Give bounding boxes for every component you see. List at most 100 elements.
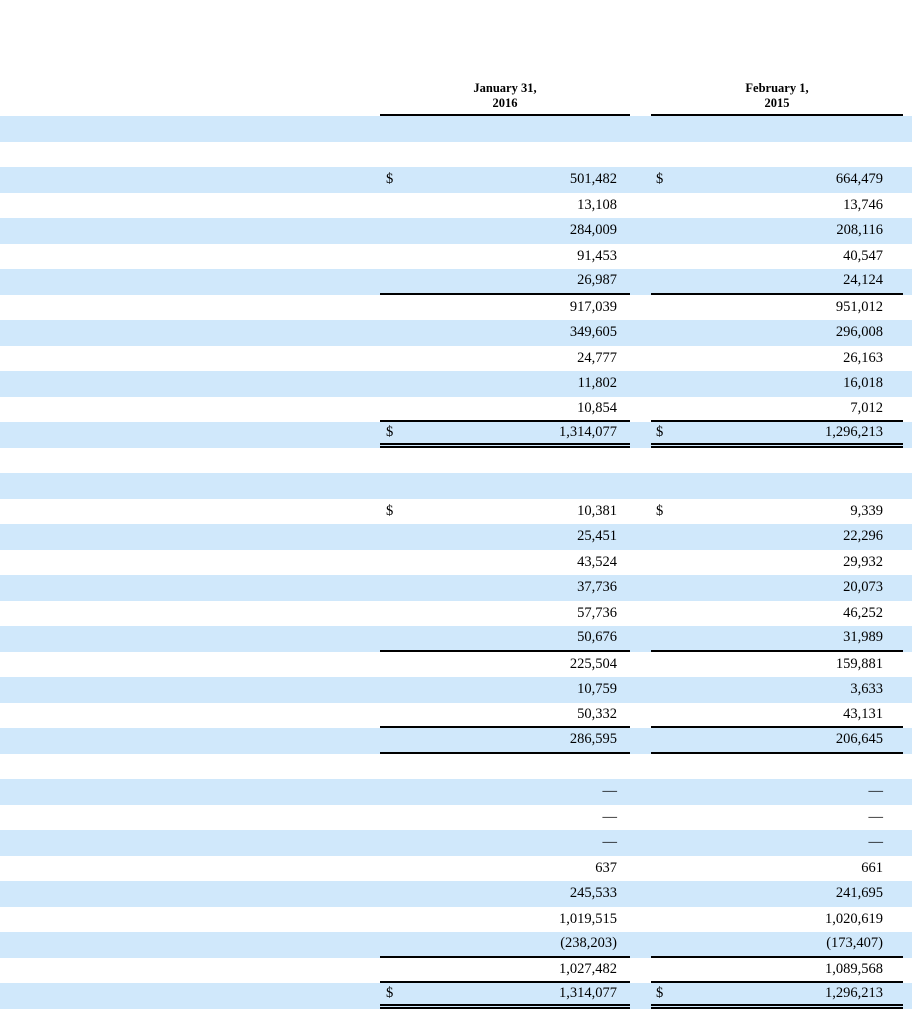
dollar-sign: $	[656, 984, 664, 1001]
value-2015: 664,479	[835, 171, 883, 188]
right-margin	[903, 601, 912, 627]
value-cell-2015: $	[651, 473, 903, 499]
value-cell-2016: $ 11,802	[380, 371, 630, 397]
column-gap	[630, 269, 651, 295]
right-margin	[903, 881, 912, 907]
value-2015: 7,012	[850, 399, 883, 416]
value-2016: 1,027,482	[559, 960, 617, 977]
value-cell-2016: $ 637	[380, 856, 630, 882]
value-2015: 159,881	[835, 655, 883, 672]
right-margin	[903, 473, 912, 499]
value-cell-2016: $ 43,524	[380, 550, 630, 576]
value-cell-2015: $ —	[651, 779, 903, 805]
column-gap	[630, 397, 651, 423]
table-row: $ 917,039 $ 951,012	[0, 294, 912, 321]
table-row: $ 1,314,077 $ 1,296,213	[0, 422, 912, 448]
row-label-cell	[0, 295, 380, 321]
value-2016: 245,533	[569, 885, 617, 902]
value-2016: 13,108	[577, 196, 617, 213]
row-label-cell	[0, 346, 380, 372]
right-margin	[903, 677, 912, 703]
row-label-cell	[0, 677, 380, 703]
value-2016: 26,987	[577, 272, 617, 289]
value-2015: 9,339	[850, 502, 883, 519]
value-cell-2016: $ 349,605	[380, 320, 630, 346]
table-row: $ 284,009 $ 208,116	[0, 218, 912, 244]
column-gap	[630, 652, 651, 678]
right-margin	[903, 142, 912, 168]
column-gap	[630, 983, 651, 1009]
value-2016: 10,854	[577, 399, 617, 416]
right-margin	[903, 550, 912, 576]
row-label-cell	[0, 473, 380, 499]
value-2016: 1,314,077	[559, 984, 617, 1001]
table-row: $ $	[0, 473, 912, 499]
table-row: $ $	[0, 753, 912, 779]
value-2015: 661	[861, 859, 883, 876]
value-2015: —	[868, 783, 884, 800]
row-label-cell	[0, 881, 380, 907]
value-cell-2015: $ 9,339	[651, 499, 903, 525]
value-cell-2016: $ 13,108	[380, 193, 630, 219]
row-label-cell	[0, 193, 380, 219]
column-gap	[630, 193, 651, 219]
value-cell-2016: $ 50,332	[380, 703, 630, 728]
value-cell-2016: $ 1,314,077	[380, 983, 630, 1009]
right-margin	[903, 397, 912, 423]
row-label-cell	[0, 269, 380, 295]
row-label-cell	[0, 958, 380, 984]
column-gap	[630, 703, 651, 729]
column-gap	[630, 116, 651, 142]
value-cell-2016: $ —	[380, 805, 630, 831]
value-cell-2015: $ 241,695	[651, 881, 903, 907]
value-2015: 241,695	[835, 885, 883, 902]
value-2016: 50,676	[577, 629, 617, 646]
value-2015: 1,089,568	[825, 960, 883, 977]
table-row: $ 637 $ 661	[0, 855, 912, 882]
value-2016: 50,332	[577, 705, 617, 722]
value-cell-2016: $ 225,504	[380, 652, 630, 678]
dollar-sign: $	[386, 984, 394, 1001]
column-gap	[630, 728, 651, 754]
right-margin	[903, 346, 912, 372]
row-label-cell	[0, 779, 380, 805]
row-label-cell	[0, 167, 380, 193]
row-label-cell	[0, 703, 380, 729]
value-cell-2015: $ 661	[651, 856, 903, 882]
value-2016: 284,009	[569, 222, 617, 239]
value-2015: (173,407)	[826, 935, 883, 952]
table-row: $ — $ —	[0, 779, 912, 805]
value-cell-2015: $ 1,020,619	[651, 907, 903, 933]
value-cell-2015: $ 40,547	[651, 244, 903, 270]
right-margin	[903, 626, 912, 652]
balance-sheet-table-body: $ $ $ $ $ 501,482 $ 664,479	[0, 116, 912, 1009]
row-label-cell	[0, 397, 380, 423]
row-label-cell	[0, 601, 380, 627]
row-label-cell	[0, 983, 380, 1009]
value-cell-2015: $ 22,296	[651, 524, 903, 550]
value-2015: 20,073	[843, 579, 883, 596]
value-cell-2016: $ 10,854	[380, 397, 630, 422]
column-gap	[630, 677, 651, 703]
table-row: $ 10,381 $ 9,339	[0, 498, 912, 525]
value-2015: 1,296,213	[825, 984, 883, 1001]
value-2015: 16,018	[843, 375, 883, 392]
table-row: $ 1,019,515 $ 1,020,619	[0, 906, 912, 933]
value-cell-2015: $ (173,407)	[651, 932, 903, 958]
dollar-sign: $	[386, 171, 394, 188]
column-gap	[630, 856, 651, 882]
value-cell-2016: $ 284,009	[380, 218, 630, 244]
dollar-sign: $	[656, 171, 664, 188]
row-label-cell	[0, 856, 380, 882]
row-label-cell	[0, 448, 380, 474]
value-cell-2015: $ 20,073	[651, 575, 903, 601]
column-gap	[630, 167, 651, 193]
row-label-cell	[0, 907, 380, 933]
table-row: $ $	[0, 116, 912, 142]
row-label-cell	[0, 626, 380, 652]
value-2016: —	[602, 808, 618, 825]
value-cell-2016: $ 286,595	[380, 728, 630, 754]
column-gap	[630, 371, 651, 397]
column-gap	[630, 473, 651, 499]
